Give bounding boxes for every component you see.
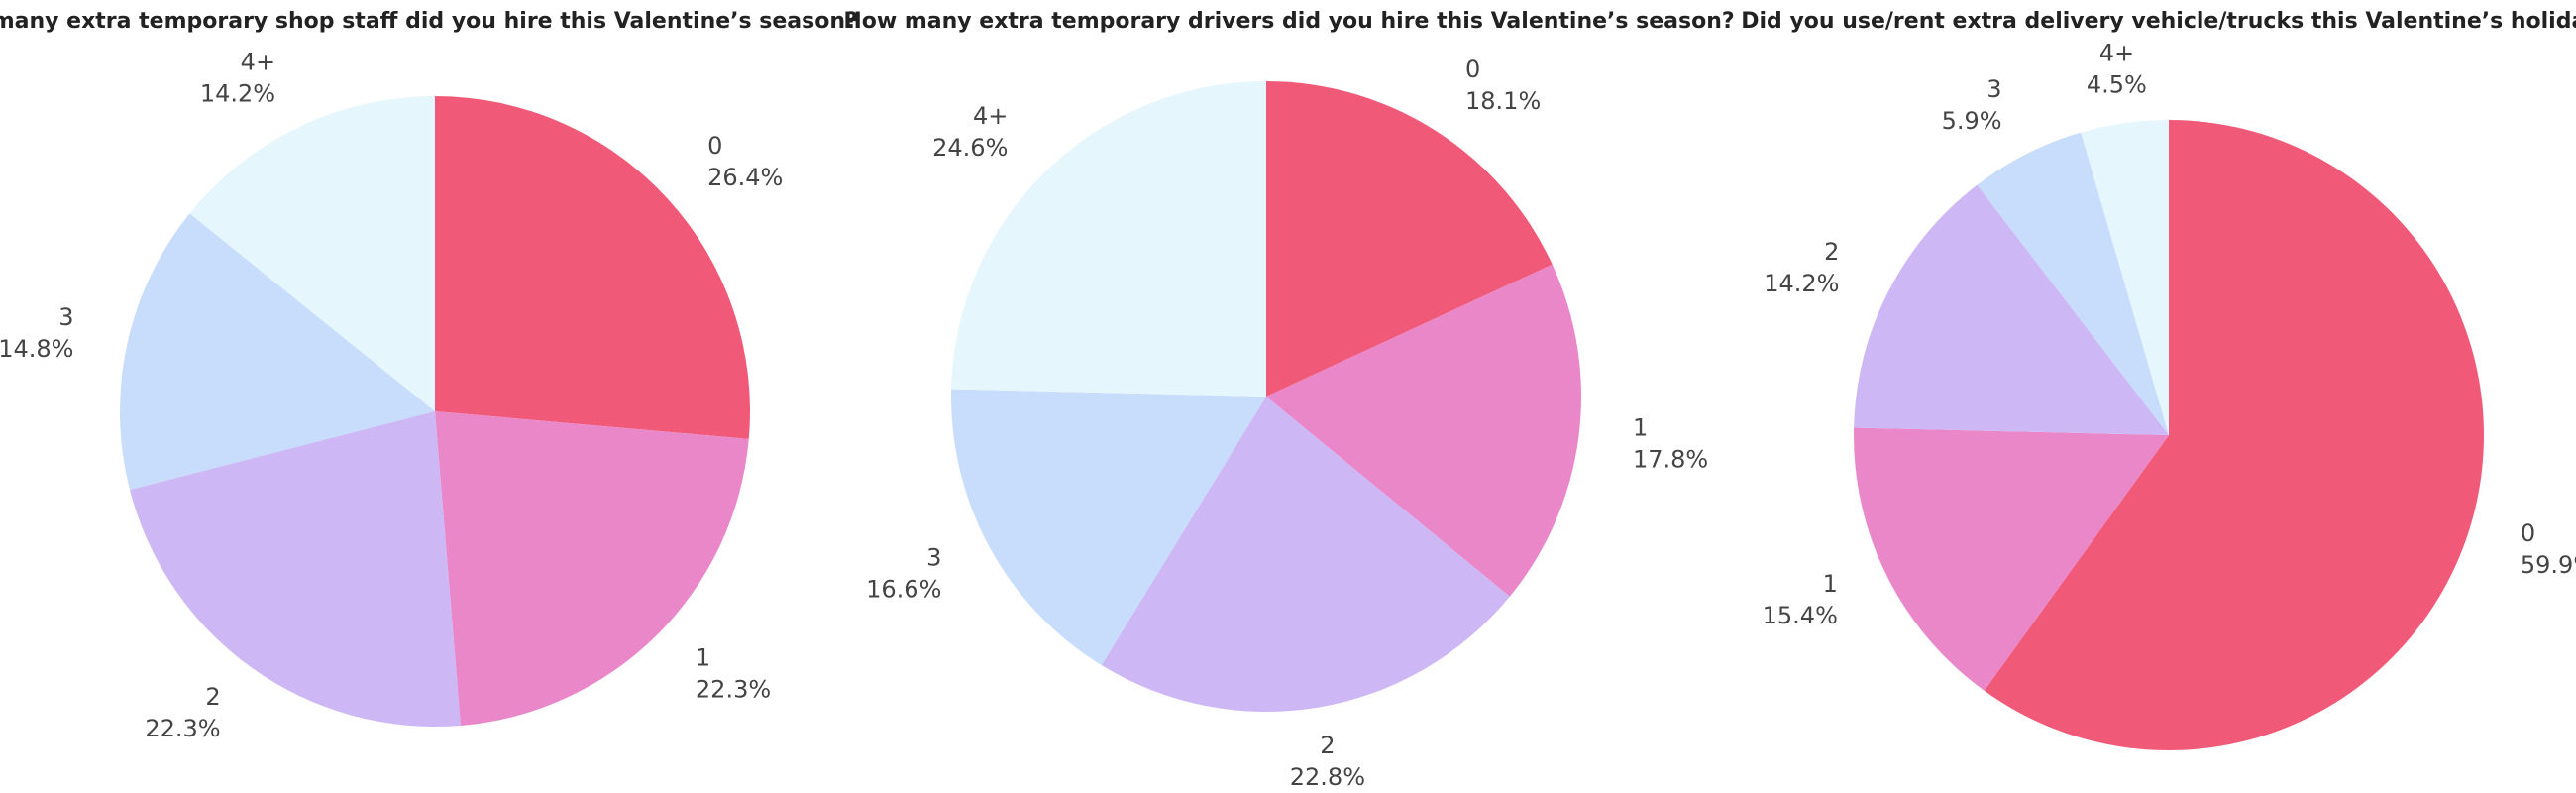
slice-category: 3 bbox=[58, 303, 73, 331]
chart-title: How many extra temporary drivers did you… bbox=[843, 9, 1734, 34]
slice-value-label: 14.8% bbox=[0, 335, 73, 363]
slice-category: 1 bbox=[1633, 413, 1648, 441]
slice-category: 0 bbox=[2521, 519, 2535, 547]
slice-value-label: 22.8% bbox=[1290, 763, 1365, 791]
pie-slice bbox=[1984, 120, 2484, 751]
pie-slice bbox=[120, 213, 436, 491]
slice-category: 0 bbox=[1465, 56, 1480, 83]
slice-category: 1 bbox=[696, 644, 710, 672]
slice-category: 1 bbox=[1823, 570, 1838, 598]
slice-value-label: 24.6% bbox=[932, 134, 1008, 162]
slice-value-label: 22.3% bbox=[145, 715, 220, 742]
pie-slice bbox=[2081, 120, 2169, 435]
pie-slice bbox=[1854, 427, 2169, 691]
slice-value-label: 17.8% bbox=[1633, 445, 1708, 473]
slice-category: 3 bbox=[1986, 75, 2001, 103]
pie-slice bbox=[1101, 396, 1510, 712]
pie-slice bbox=[1266, 264, 1581, 597]
slice-category: 2 bbox=[1320, 732, 1335, 759]
pie-slice bbox=[1854, 184, 2169, 435]
slice-category: 0 bbox=[707, 132, 722, 160]
pie-slice bbox=[951, 81, 1266, 396]
pie-slice bbox=[435, 96, 750, 439]
chart-title: Did you use/rent extra delivery vehicle/… bbox=[1741, 9, 2576, 34]
slice-category: 4+ bbox=[241, 49, 275, 76]
chart-title: How many extra temporary shop staff did … bbox=[0, 9, 858, 34]
slice-category: 4+ bbox=[973, 102, 1008, 130]
slice-category: 4+ bbox=[2099, 40, 2134, 67]
slice-category: 2 bbox=[205, 683, 220, 711]
slice-category: 2 bbox=[1824, 238, 1839, 266]
slice-value-label: 22.3% bbox=[696, 676, 771, 704]
pie-slice bbox=[951, 389, 1266, 666]
pie-slice bbox=[1266, 81, 1553, 396]
pie-slice bbox=[189, 95, 435, 411]
slice-value-label: 14.2% bbox=[1764, 270, 1839, 297]
slice-value-label: 26.4% bbox=[707, 164, 783, 191]
slice-value-label: 5.9% bbox=[1942, 107, 2002, 135]
slice-value-label: 14.2% bbox=[200, 80, 275, 108]
pie-slice bbox=[129, 411, 461, 727]
slice-category: 3 bbox=[926, 543, 941, 571]
slice-value-label: 18.1% bbox=[1465, 87, 1541, 115]
slice-value-label: 59.9% bbox=[2521, 551, 2576, 579]
slice-value-label: 15.4% bbox=[1763, 602, 1838, 629]
slice-value-label: 4.5% bbox=[2087, 71, 2147, 99]
slice-value-label: 16.6% bbox=[866, 575, 941, 603]
pie-slice bbox=[435, 411, 749, 726]
pie-slice bbox=[1977, 132, 2169, 435]
